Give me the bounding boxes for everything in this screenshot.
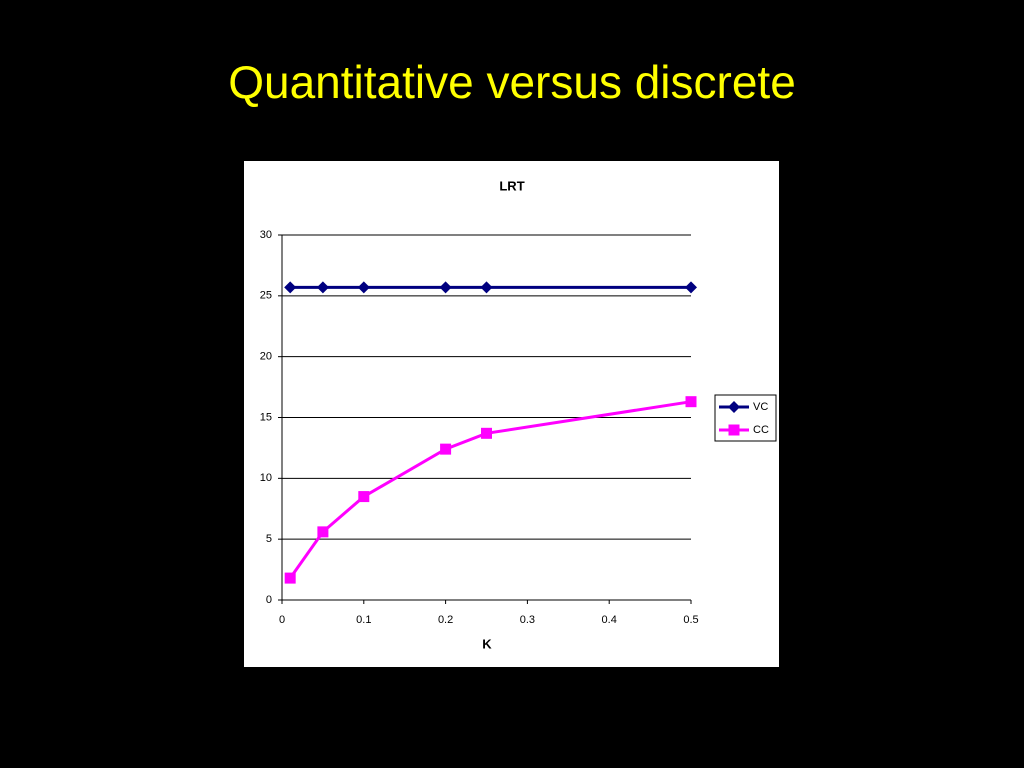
x-axis-label: K xyxy=(482,636,492,651)
x-tick-label: 0 xyxy=(279,614,285,626)
x-tick-label: 0.5 xyxy=(683,614,698,626)
data-point xyxy=(284,572,296,584)
y-tick-label: 10 xyxy=(260,472,272,484)
x-tick-label: 0.1 xyxy=(356,614,371,626)
data-point xyxy=(439,281,452,294)
y-tick-label: 0 xyxy=(266,594,272,606)
data-point xyxy=(480,281,493,294)
x-tick-label: 0.3 xyxy=(520,614,535,626)
legend-marker xyxy=(728,424,740,436)
data-point xyxy=(316,281,329,294)
legend-label: CC xyxy=(753,424,769,436)
data-point xyxy=(440,443,452,455)
y-tick-label: 15 xyxy=(260,411,272,423)
legend-label: VC xyxy=(753,401,768,413)
data-point xyxy=(358,491,370,503)
chart-area xyxy=(244,161,779,667)
y-tick-label: 5 xyxy=(266,533,272,545)
data-point xyxy=(481,427,492,439)
data-point xyxy=(685,281,697,294)
data-point xyxy=(284,281,297,294)
y-tick-label: 30 xyxy=(260,229,272,241)
y-tick-label: 20 xyxy=(260,351,272,363)
legend-box xyxy=(714,394,777,442)
slide-title: Quantitative versus discrete xyxy=(228,56,796,108)
data-point xyxy=(357,281,370,294)
data-point xyxy=(317,526,329,538)
legend-marker xyxy=(728,401,740,413)
x-tick-label: 0.4 xyxy=(602,614,617,626)
data-point xyxy=(685,396,697,408)
chart-title: LRT xyxy=(499,178,524,193)
x-tick-label: 0.2 xyxy=(438,614,453,626)
series-line xyxy=(288,400,692,579)
y-tick-label: 25 xyxy=(260,290,272,302)
